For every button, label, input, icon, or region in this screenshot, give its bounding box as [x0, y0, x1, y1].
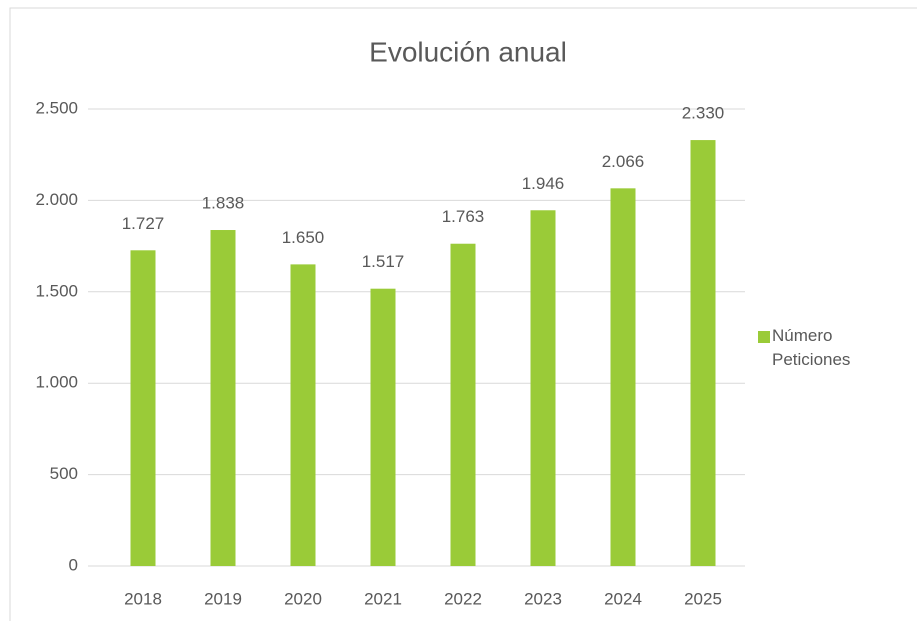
y-tick-label: 2.500: [35, 98, 78, 117]
data-label: 1.763: [442, 207, 485, 226]
y-tick-label: 1.500: [35, 281, 78, 300]
y-tick-label: 2.000: [35, 190, 78, 209]
y-tick-label: 0: [69, 555, 78, 574]
x-tick-label: 2019: [204, 589, 242, 608]
data-label: 1.650: [282, 228, 325, 247]
chart-title: Evolución anual: [369, 36, 567, 67]
legend: Número Peticiones: [772, 326, 851, 369]
data-label: 2.330: [682, 104, 725, 123]
legend-label: Número Peticiones: [772, 326, 851, 369]
bar: [530, 210, 556, 567]
data-label: 1.727: [122, 214, 165, 233]
bar: [450, 243, 476, 566]
x-tick-label: 2020: [284, 589, 322, 608]
x-tick-label: 2018: [124, 589, 162, 608]
x-tick-label: 2021: [364, 589, 402, 608]
bar: [130, 250, 156, 567]
data-label: 1.517: [362, 252, 405, 271]
bar: [210, 230, 236, 566]
data-label: 2.066: [602, 152, 645, 171]
x-tick-label: 2022: [444, 589, 482, 608]
x-tick-label: 2025: [684, 589, 722, 608]
bar: [370, 288, 396, 566]
bar: [690, 140, 716, 567]
y-tick-label: 500: [50, 464, 78, 483]
data-label: 1.838: [202, 193, 245, 212]
data-label: 1.946: [522, 174, 565, 193]
bar: [610, 188, 636, 566]
x-tick-label: 2024: [604, 589, 642, 608]
x-tick-label: 2023: [524, 589, 562, 608]
bar: [290, 264, 316, 566]
y-tick-label: 1.000: [35, 373, 78, 392]
legend-swatch: [758, 331, 770, 343]
